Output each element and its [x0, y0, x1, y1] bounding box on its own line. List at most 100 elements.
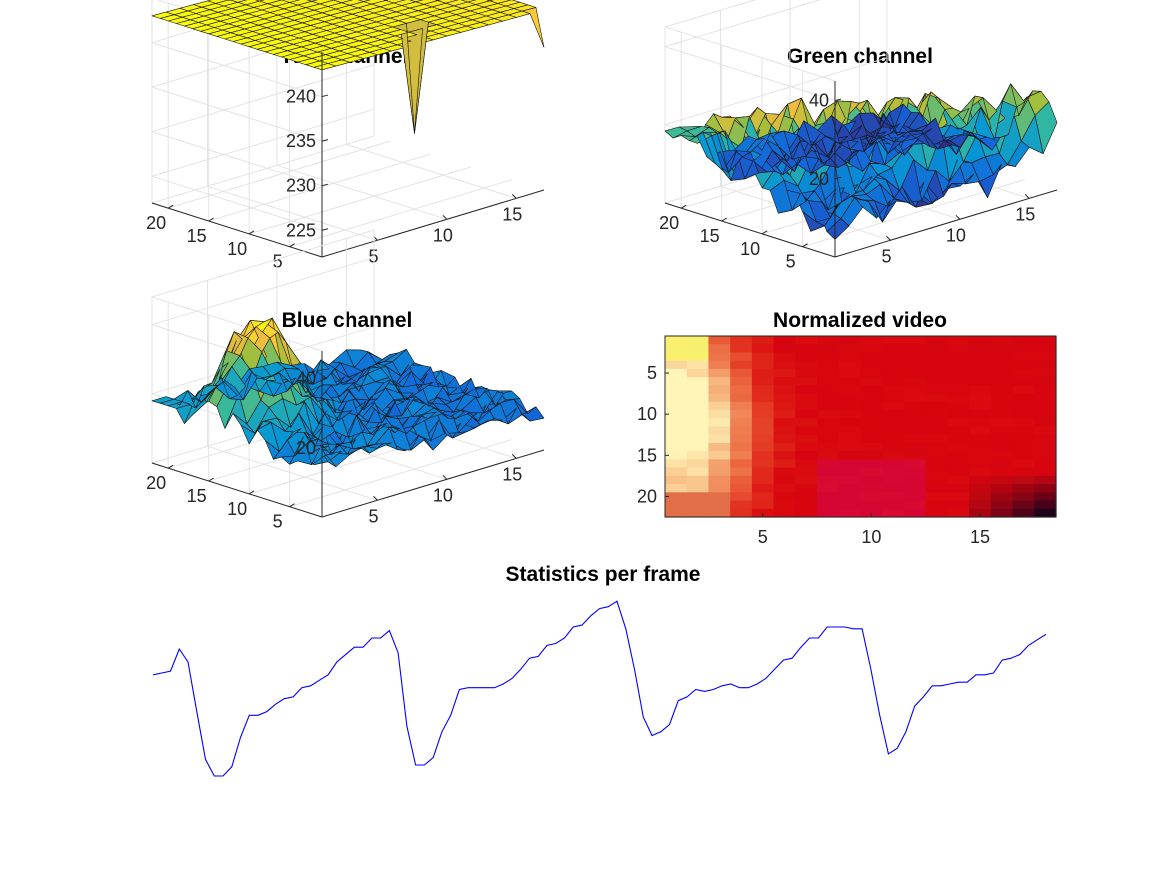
- heatmap-cell: [969, 492, 992, 502]
- heatmap-cell: [969, 434, 992, 444]
- heatmap-cell: [925, 434, 948, 444]
- heatmap-cell: [773, 467, 796, 477]
- heatmap-cell: [1034, 344, 1057, 354]
- heatmap-cell: [773, 344, 796, 354]
- heatmap-cell: [773, 385, 796, 395]
- heatmap-cell: [860, 500, 883, 510]
- heatmap-cell: [817, 385, 840, 395]
- heatmap-cell: [947, 459, 970, 469]
- heatmap-cell: [860, 484, 883, 493]
- heatmap-cell: [730, 475, 753, 485]
- heatmap-cell: [817, 451, 840, 461]
- heatmap-cell: [1034, 442, 1057, 452]
- heatmap-cell: [1034, 360, 1057, 370]
- x-tick-label: 10: [433, 485, 453, 505]
- heatmap-cell: [882, 442, 905, 452]
- heatmap-cell: [817, 426, 840, 436]
- heatmap-cell: [817, 360, 840, 370]
- heatmap-cell: [990, 377, 1014, 386]
- heatmap-cell: [860, 426, 883, 436]
- heatmap-cell: [665, 451, 688, 461]
- heatmap-cell: [969, 368, 992, 378]
- heatmap-cell: [708, 418, 731, 428]
- heatmap-cell: [969, 467, 992, 477]
- heatmap-cell: [903, 344, 927, 354]
- z-tick-label: 240: [286, 87, 316, 107]
- heatmap-cell: [665, 500, 688, 510]
- heatmap-cell: [795, 410, 818, 419]
- heatmap-cell: [969, 500, 992, 510]
- heatmap-cell: [882, 352, 905, 362]
- heatmap-cell: [686, 475, 710, 485]
- x-tick-label: 5: [881, 246, 891, 266]
- heatmap-cell: [730, 352, 753, 362]
- heatmap-cell: [665, 418, 688, 428]
- heatmap-cell: [795, 401, 818, 411]
- surface-patch: [151, 396, 175, 404]
- heatmap-cell: [990, 492, 1014, 502]
- heatmap-cell: [838, 492, 862, 502]
- heatmap-cell: [773, 442, 796, 452]
- heatmap-cell: [708, 344, 731, 354]
- heatmap-cell: [773, 352, 796, 362]
- heatmap-cell: [686, 467, 710, 477]
- y-tick-label: 5: [273, 252, 283, 272]
- normalized-video-title: Normalized video: [773, 309, 947, 332]
- heatmap-cell: [795, 336, 818, 345]
- heatmap-cell: [1012, 401, 1035, 411]
- heatmap-cell: [817, 401, 840, 411]
- heatmap-cell: [969, 401, 992, 411]
- heatmap-cell: [860, 336, 883, 345]
- heatmap-cell: [751, 467, 775, 477]
- heatmap-cell: [947, 451, 970, 461]
- heatmap-cell: [686, 393, 710, 403]
- heatmap-cell: [990, 484, 1014, 493]
- heatmap-cell: [730, 434, 753, 444]
- heatmap-cell: [795, 368, 818, 378]
- heatmap-cell: [708, 434, 731, 444]
- heatmap-cell: [795, 492, 818, 502]
- heatmap-cell: [773, 410, 796, 419]
- y-tick-mark: [761, 230, 768, 235]
- heatmap-cell: [990, 426, 1014, 436]
- heatmap-cell: [882, 426, 905, 436]
- heatmap-cell: [1012, 459, 1035, 469]
- heatmap-cell: [947, 360, 970, 370]
- heatmap-cell: [925, 385, 948, 395]
- heatmap-cell: [795, 434, 818, 444]
- heatmap-cell: [795, 385, 818, 395]
- heatmap-cell: [795, 500, 818, 510]
- x-tick-label: 5: [758, 527, 768, 547]
- heatmap-cell: [903, 368, 927, 378]
- heatmap-cell: [1034, 451, 1057, 461]
- heatmap-cell: [838, 442, 862, 452]
- heatmap-cell: [838, 426, 862, 436]
- heatmap-cell: [1012, 368, 1035, 378]
- heatmap-cell: [1012, 418, 1035, 428]
- heatmap-cell: [838, 393, 862, 403]
- x-axis-line: [321, 449, 545, 518]
- heatmap-cell: [990, 368, 1014, 378]
- heatmap-cell: [1012, 508, 1035, 518]
- heatmap-cell: [882, 451, 905, 461]
- blue-channel-plot: Blue channel 20 40 5 10 15 5 10 15 20: [146, 229, 545, 532]
- heatmap-cell: [838, 385, 862, 395]
- heatmap-cell: [1012, 475, 1035, 485]
- heatmap-cell: [925, 410, 948, 419]
- z-tick-mark: [321, 228, 329, 231]
- z-tick-label: 235: [286, 131, 316, 151]
- heatmap-cell: [838, 508, 862, 518]
- heatmap-cell: [947, 508, 970, 518]
- heatmap-cell: [903, 451, 927, 461]
- heatmap-cell: [686, 368, 710, 378]
- heatmap-cell: [860, 451, 883, 461]
- heatmap-cell: [947, 484, 970, 493]
- heatmap-cell: [686, 508, 710, 518]
- heatmap-cell: [773, 475, 796, 485]
- z-tick-label: 20: [296, 438, 316, 458]
- heatmap-cell: [1034, 418, 1057, 428]
- y-tick-mark: [248, 230, 255, 235]
- surface-patch: [306, 0, 318, 2]
- heatmap-cell: [990, 393, 1014, 403]
- heatmap-cell: [665, 401, 688, 411]
